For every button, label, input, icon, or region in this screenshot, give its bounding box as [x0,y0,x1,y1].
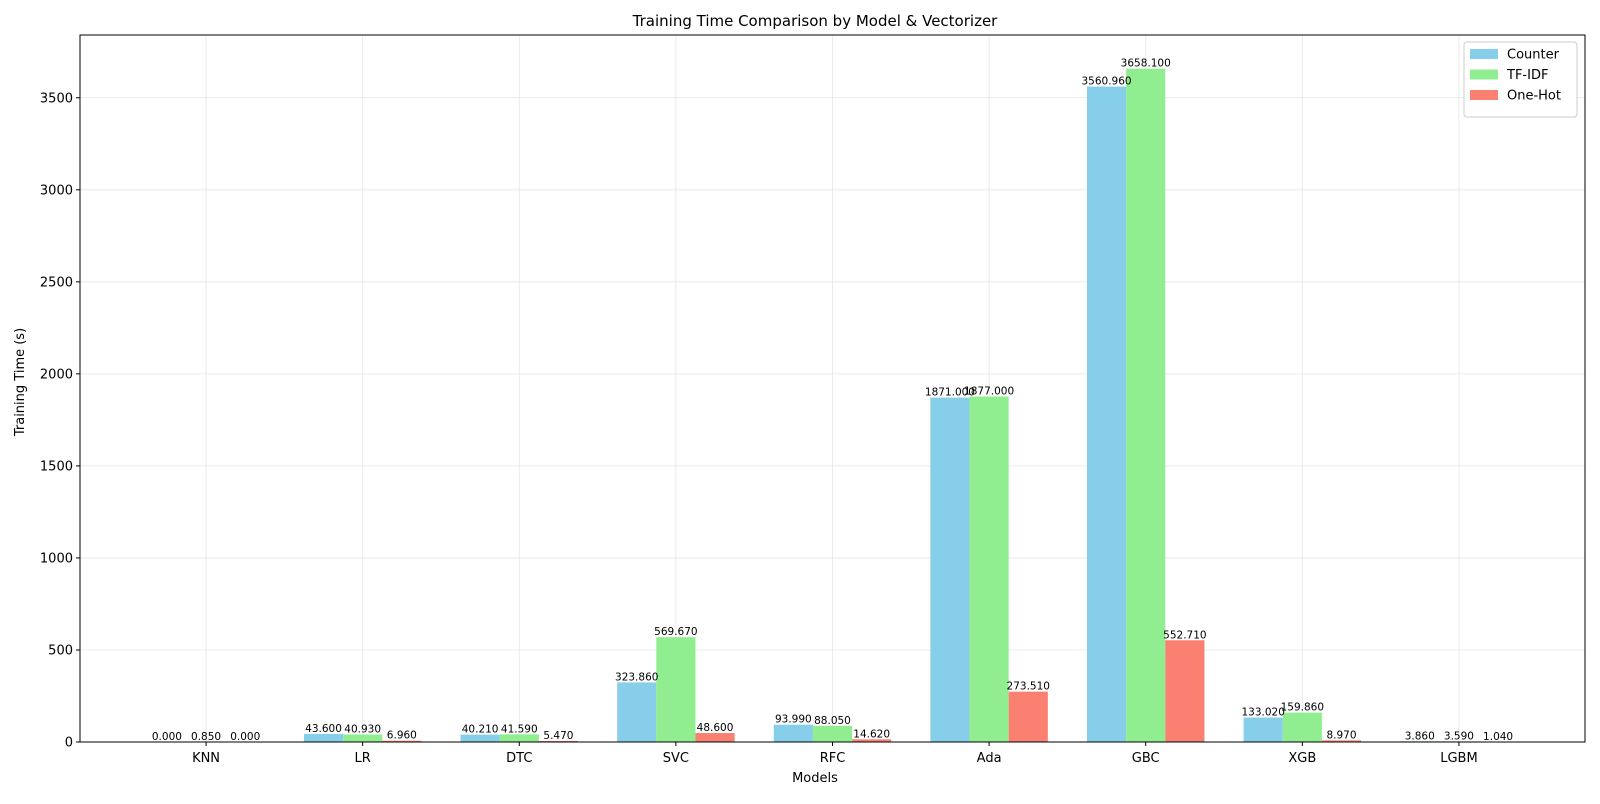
x-tick-label-ada: Ada [977,751,1002,766]
bar-counter-rfc [774,725,813,742]
x-axis-label: Models [792,771,838,786]
bar-value-label: 5.470 [543,730,573,742]
ticks-layer: 0 500 1000 1500 2000 2500 3000 3500 KNN LR DTC SVC R… [40,91,1478,766]
bar-value-label: 0.850 [191,731,221,743]
bar-tf-idf-gbc [1126,69,1165,742]
bar-counter-svc [617,682,656,742]
bar-tf-idf-lr [343,734,382,742]
bar-value-label: 43.600 [305,723,342,735]
x-tick-label-gbc: GBC [1132,751,1160,766]
bar-tf-idf-xgb [1283,713,1322,742]
bar-value-label: 41.590 [501,723,538,735]
bar-value-label: 6.960 [387,730,417,742]
y-axis-label: Training Time (s) [13,328,28,437]
bar-value-label: 3560.960 [1082,76,1132,88]
x-tick-label-lr: LR [355,751,371,766]
legend-label-counter: Counter [1507,48,1560,63]
bar-counter-gbc [1087,87,1126,742]
bar-tf-idf-rfc [813,726,852,742]
bar-tf-idf-svc [656,637,695,742]
legend: Counter TF-IDF One-Hot [1464,42,1577,117]
bar-value-label: 323.860 [615,671,658,683]
bar-one-hot-gbc [1165,640,1204,742]
bar-tf-idf-ada [970,397,1009,742]
bar-one-hot-ada [1009,692,1048,742]
bar-value-label: 569.670 [654,626,697,638]
bar-value-label: 93.990 [775,714,812,726]
legend-swatch-counter [1470,49,1498,59]
bar-value-label: 0.000 [230,731,260,743]
bar-value-label: 159.860 [1281,702,1324,714]
bar-value-label: 3658.100 [1121,58,1171,70]
bar-tf-idf-dtc [500,734,539,742]
x-tick-label-dtc: DTC [506,751,532,766]
legend-swatch-tf-idf [1470,70,1498,80]
y-tick-label: 1000 [40,551,73,566]
legend-label-one-hot: One-Hot [1507,89,1561,104]
bar-value-label: 3.860 [1405,730,1435,742]
bar-value-label: 1877.000 [964,386,1014,398]
legend-swatch-one-hot [1470,90,1498,100]
legend-label-tf-idf: TF-IDF [1506,68,1548,83]
bars-layer [186,69,1517,742]
y-tick-label: 3000 [40,183,73,198]
x-tick-label-svc: SVC [663,751,689,766]
bar-counter-ada [930,398,969,742]
bar-one-hot-svc [695,733,734,742]
y-tick-label: 2000 [40,367,73,382]
x-tick-label-lgbm: LGBM [1440,751,1477,766]
y-tick-label: 3500 [40,91,73,106]
y-tick-label: 1500 [40,459,73,474]
y-tick-label: 2500 [40,275,73,290]
bar-value-label: 552.710 [1163,629,1206,641]
bar-value-label: 273.510 [1007,681,1050,693]
x-tick-label-knn: KNN [192,751,220,766]
bar-value-label: 3.590 [1444,730,1474,742]
chart-title: Training Time Comparison by Model & Vect… [632,12,999,30]
bar-value-label: 40.210 [462,724,499,736]
bar-value-label: 88.050 [814,715,851,727]
x-tick-label-rfc: RFC [820,751,846,766]
x-tick-label-xgb: XGB [1288,751,1316,766]
grid-layer [80,35,1585,742]
bar-value-label: 8.970 [1326,729,1356,741]
bar-value-label: 48.600 [697,722,734,734]
y-tick-label: 500 [48,643,73,658]
bar-value-label: 14.620 [853,728,890,740]
y-tick-label: 0 [65,736,73,751]
bar-value-label: 40.930 [344,723,381,735]
bar-counter-lr [304,734,343,742]
bar-counter-dtc [461,735,500,742]
bar-counter-xgb [1244,718,1283,742]
bar-value-label: 133.020 [1241,707,1284,719]
bar-value-label: 0.000 [152,731,182,743]
bar-value-label: 1.040 [1483,731,1513,743]
